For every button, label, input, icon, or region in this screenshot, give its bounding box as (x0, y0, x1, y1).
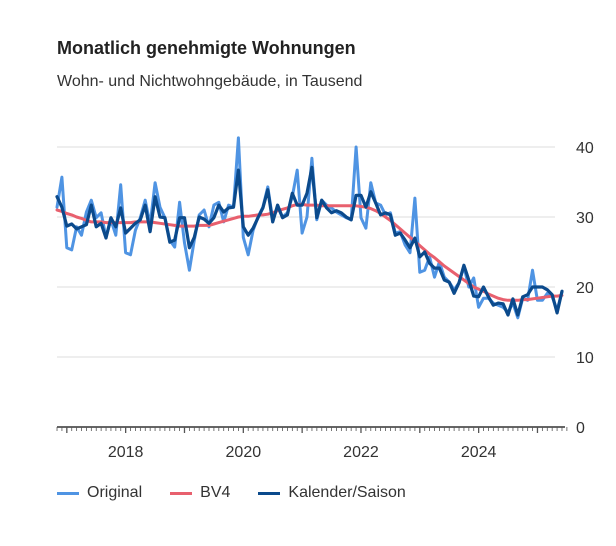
x-tick-label: 2020 (226, 444, 262, 461)
series-line-kalender-saison (55, 165, 564, 317)
legend-label-kalender-saison: Kalender/Saison (288, 484, 406, 501)
x-tick-label: 2018 (108, 444, 144, 461)
y-tick-label: 10 (576, 350, 594, 367)
legend-item-bv4[interactable]: BV4 (170, 484, 230, 502)
x-tick-label: 2024 (461, 444, 497, 461)
y-tick-label: 40 (576, 140, 594, 157)
legend-swatch-kalender-saison (258, 491, 281, 495)
series-line-bv4 (55, 202, 564, 302)
legend-item-kalender-saison[interactable]: Kalender/Saison (258, 484, 406, 502)
legend-label-original: Original (87, 484, 143, 501)
x-tick-label: 2022 (343, 444, 379, 461)
y-tick-label: 0 (576, 420, 585, 437)
legend-swatch-original (57, 491, 79, 495)
chart-title: Monatlich genehmigte Wohnungen (57, 38, 356, 58)
legend: Original BV4 Kalender/Saison (57, 484, 406, 502)
legend-swatch-bv4 (170, 491, 193, 495)
legend-item-original[interactable]: Original (57, 484, 142, 502)
chart-subtitle: Wohn- und Nichtwohngebäude, in Tausend (57, 73, 363, 90)
legend-label-bv4: BV4 (200, 484, 231, 501)
y-tick-label: 20 (576, 280, 594, 297)
y-tick-label: 30 (576, 210, 594, 227)
